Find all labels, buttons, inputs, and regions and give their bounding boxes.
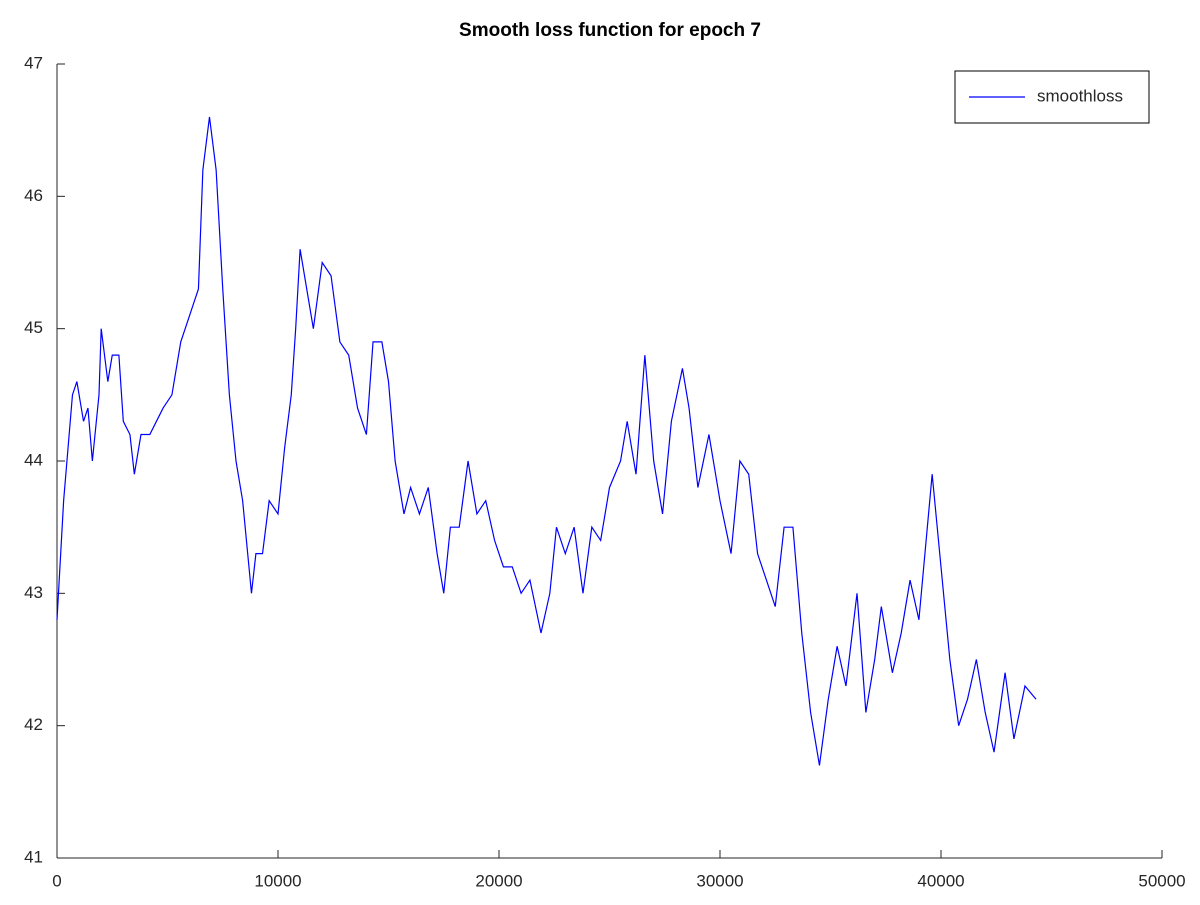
y-tick-label: 44 bbox=[24, 450, 43, 469]
x-tick-label: 0 bbox=[52, 871, 61, 890]
y-tick-label: 46 bbox=[24, 186, 43, 205]
y-tick-label: 47 bbox=[24, 53, 43, 72]
y-tick-label: 41 bbox=[24, 847, 43, 866]
data-line bbox=[56, 116, 1037, 766]
legend-label: smoothloss bbox=[1037, 86, 1123, 105]
chart-title: Smooth loss function for epoch 7 bbox=[459, 20, 761, 41]
x-tick-label: 50000 bbox=[1138, 871, 1185, 890]
x-tick-label: 30000 bbox=[696, 871, 743, 890]
x-tick-label: 10000 bbox=[254, 871, 301, 890]
y-tick-label: 43 bbox=[24, 583, 43, 602]
y-tick-label: 45 bbox=[24, 318, 43, 337]
x-tick-label: 40000 bbox=[917, 871, 964, 890]
x-tick-label: 20000 bbox=[475, 871, 522, 890]
y-tick-label: 42 bbox=[24, 715, 43, 734]
